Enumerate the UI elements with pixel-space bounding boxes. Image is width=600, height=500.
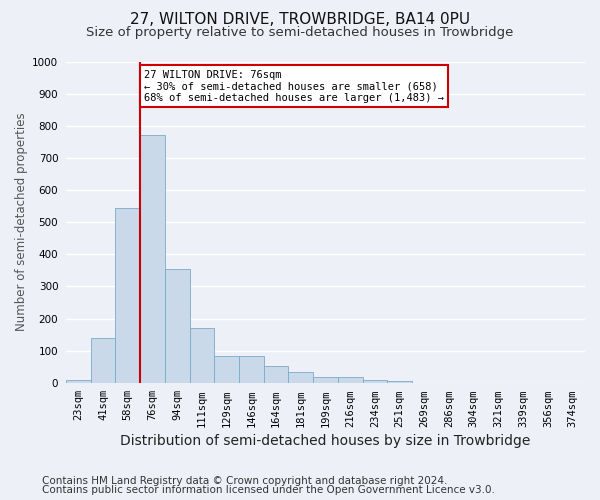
Bar [338,377,362,383]
Bar [362,380,387,383]
Bar [313,377,338,383]
Bar [66,380,91,383]
Bar [387,381,412,383]
Bar [115,208,140,383]
Bar [214,356,239,383]
Text: 27 WILTON DRIVE: 76sqm
← 30% of semi-detached houses are smaller (658)
68% of se: 27 WILTON DRIVE: 76sqm ← 30% of semi-det… [144,70,444,102]
Text: Size of property relative to semi-detached houses in Trowbridge: Size of property relative to semi-detach… [86,26,514,39]
Bar [190,328,214,383]
Bar [140,136,165,383]
Bar [263,366,289,383]
Text: Contains public sector information licensed under the Open Government Licence v3: Contains public sector information licen… [42,485,495,495]
Y-axis label: Number of semi-detached properties: Number of semi-detached properties [15,113,28,332]
Bar [289,372,313,383]
Bar [165,268,190,383]
Bar [91,338,115,383]
Bar [239,356,263,383]
Text: 27, WILTON DRIVE, TROWBRIDGE, BA14 0PU: 27, WILTON DRIVE, TROWBRIDGE, BA14 0PU [130,12,470,28]
Text: Contains HM Land Registry data © Crown copyright and database right 2024.: Contains HM Land Registry data © Crown c… [42,476,448,486]
X-axis label: Distribution of semi-detached houses by size in Trowbridge: Distribution of semi-detached houses by … [120,434,530,448]
